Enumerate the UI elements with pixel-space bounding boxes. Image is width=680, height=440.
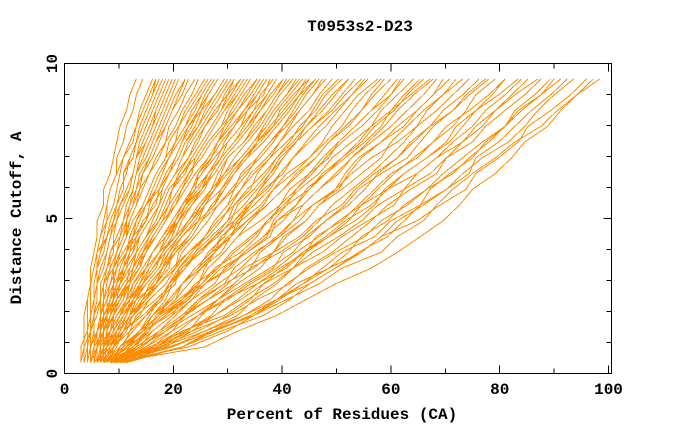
model-curve <box>103 78 434 364</box>
y-tick-label: 10 <box>44 54 62 73</box>
chart-title: T0953s2-D23 <box>307 18 413 36</box>
model-curve <box>119 78 561 364</box>
x-axis-label: Percent of Residues (CA) <box>227 406 457 424</box>
y-tick-label: 5 <box>44 214 62 224</box>
model-curve <box>123 78 542 364</box>
model-curve <box>110 78 522 364</box>
model-curve <box>106 78 333 363</box>
model-curves <box>80 78 601 364</box>
model-curve <box>110 78 529 364</box>
x-tick-label: 0 <box>60 381 70 399</box>
x-tick-label: 40 <box>272 381 291 399</box>
model-curve <box>116 78 490 364</box>
model-curve <box>116 78 496 364</box>
model-curve <box>116 78 470 364</box>
model-curve <box>126 78 519 364</box>
tick-labels: 0 20 40 60 80 100 0 5 10 <box>44 54 623 399</box>
model-curve <box>116 78 343 363</box>
y-axis-label: Distance Cutoff, A <box>8 131 26 304</box>
y-tick-label: 0 <box>44 369 62 379</box>
model-curve <box>110 78 568 364</box>
model-curve <box>96 78 258 363</box>
model-curve <box>109 78 421 363</box>
model-curve <box>96 78 261 363</box>
axes-frame <box>64 63 612 374</box>
model-curve <box>113 78 457 364</box>
model-curve <box>93 78 235 363</box>
model-curve <box>100 78 294 363</box>
model-curve <box>113 78 506 364</box>
model-curve <box>113 78 539 364</box>
x-tick-label: 20 <box>164 381 183 399</box>
model-curve <box>80 78 163 363</box>
model-curve <box>113 78 601 364</box>
model-curve <box>109 78 379 364</box>
model-curve <box>103 78 402 363</box>
x-tick-label: 80 <box>490 381 509 399</box>
model-curve <box>110 78 594 364</box>
model-curve <box>109 78 340 363</box>
model-curve <box>126 78 588 364</box>
model-curve <box>113 78 424 364</box>
model-curve <box>113 78 480 364</box>
model-curve <box>113 78 349 363</box>
x-tick-label: 60 <box>381 381 400 399</box>
model-curve <box>96 78 304 363</box>
model-curve <box>86 78 199 363</box>
x-tick-label: 100 <box>594 381 623 399</box>
